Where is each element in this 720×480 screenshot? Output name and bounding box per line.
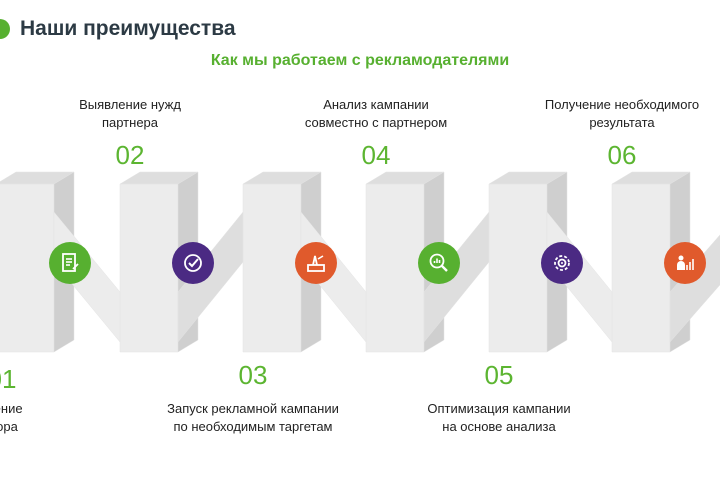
magnifier-chart-icon bbox=[429, 253, 448, 272]
step-icon-circle-01 bbox=[49, 242, 91, 284]
step-label-line: Запуск рекламной кампании bbox=[167, 401, 339, 416]
step-icon-circle-02 bbox=[172, 242, 214, 284]
ribbon-segment bbox=[365, 183, 425, 353]
ribbon-segment bbox=[669, 234, 720, 343]
step-label-06: Получение необходимого результата bbox=[512, 96, 720, 132]
ribbon-segment bbox=[119, 183, 179, 353]
checkmark-icon bbox=[184, 254, 202, 272]
step-label-line: на основе анализа bbox=[442, 419, 556, 434]
ribbon-segment bbox=[0, 183, 55, 353]
step-label-line: партнера bbox=[101, 115, 159, 130]
step-icon-circle-06 bbox=[664, 242, 706, 284]
slide-subtitle: Как мы работаем с рекламодателями bbox=[210, 52, 510, 69]
step-label-02: Выявление нужд партнера bbox=[20, 96, 240, 132]
step-label-line: Анализ кампании bbox=[323, 97, 429, 112]
step-number-01: 01 bbox=[0, 364, 17, 394]
ribbon-segment bbox=[242, 183, 302, 353]
step-number-05: 05 bbox=[484, 360, 514, 390]
ribbon-segment bbox=[488, 183, 548, 353]
step-number-06: 06 bbox=[607, 140, 637, 170]
page-title: Наши преимущества bbox=[20, 17, 236, 40]
step-label-line: овора bbox=[0, 419, 18, 434]
page-heading: Наши преимущества bbox=[0, 14, 236, 44]
ribbon-segment bbox=[611, 183, 671, 353]
ribbon-segment bbox=[423, 211, 490, 343]
step-label-line: совместно с партнером bbox=[304, 115, 448, 130]
ribbon-segment bbox=[177, 211, 244, 343]
step-number-04: 04 bbox=[361, 140, 391, 170]
step-number-03: 03 bbox=[238, 360, 268, 390]
step-label-03: Запуск рекламной кампании по необходимым… bbox=[143, 400, 363, 436]
step-label-line: ючение bbox=[0, 401, 23, 416]
step-label-line: Получение необходимого bbox=[544, 97, 700, 112]
contract-icon bbox=[62, 253, 79, 272]
step-label-05: Оптимизация кампании на основе анализа bbox=[389, 400, 609, 436]
gear-target-icon bbox=[554, 255, 570, 271]
step-label-04: Анализ кампании совместно с партнером bbox=[266, 96, 486, 132]
step-label-line: результата bbox=[589, 115, 655, 130]
step-number-02: 02 bbox=[115, 140, 145, 170]
step-icon-circle-03 bbox=[295, 242, 337, 284]
presenter-chart-icon bbox=[677, 255, 694, 270]
step-label-line: Оптимизация кампании bbox=[427, 401, 571, 416]
step-label-01: ючение овора bbox=[0, 400, 110, 436]
heading-bullet bbox=[0, 19, 10, 39]
step-icon-circle-04 bbox=[418, 242, 460, 284]
step-label-line: Выявление нужд bbox=[79, 97, 181, 112]
launch-icon bbox=[307, 255, 325, 272]
step-icon-circle-05 bbox=[541, 242, 583, 284]
step-label-line: по необходимым таргетам bbox=[173, 419, 333, 434]
